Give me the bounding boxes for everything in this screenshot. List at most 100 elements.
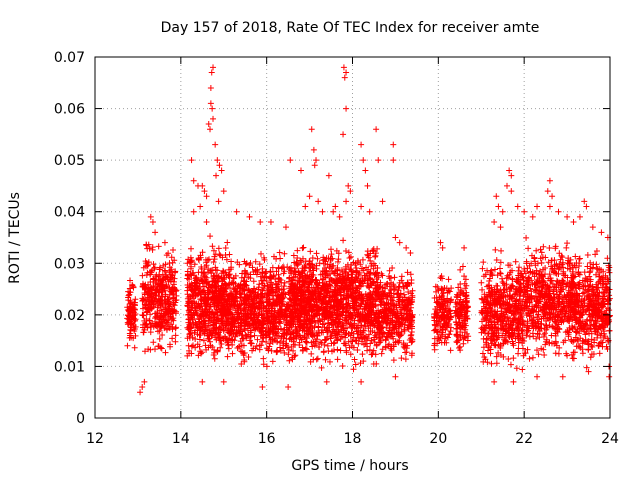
- data-point: [379, 351, 385, 357]
- data-point: [150, 339, 156, 345]
- data-point: [527, 356, 533, 362]
- data-point: [359, 351, 365, 357]
- data-point: [285, 351, 291, 357]
- data-point: [457, 344, 463, 350]
- data-point: [433, 284, 439, 290]
- data-point: [492, 247, 498, 253]
- data-point: [364, 348, 370, 354]
- data-point: [310, 255, 316, 261]
- data-point: [166, 260, 172, 266]
- data-point: [162, 350, 168, 356]
- data-point: [211, 259, 217, 265]
- data-point: [314, 250, 320, 256]
- data-point: [343, 248, 349, 254]
- data-point: [478, 280, 484, 286]
- data-point: [229, 351, 235, 357]
- data-point: [207, 233, 213, 239]
- data-point: [447, 328, 453, 334]
- data-point: [294, 248, 300, 254]
- data-point: [516, 264, 522, 270]
- data-point: [206, 256, 212, 262]
- data-point: [281, 251, 287, 257]
- data-point: [530, 355, 536, 361]
- data-point: [186, 343, 192, 349]
- data-point: [251, 278, 257, 284]
- data-point: [553, 350, 559, 356]
- data-point: [539, 249, 545, 255]
- data-point: [380, 346, 386, 352]
- data-point: [367, 341, 373, 347]
- data-point: [514, 365, 520, 371]
- data-point: [533, 248, 539, 254]
- data-point: [307, 248, 313, 254]
- data-point: [321, 349, 327, 355]
- data-point: [277, 249, 283, 255]
- data-point: [448, 347, 454, 353]
- data-point: [319, 365, 325, 371]
- data-point: [513, 259, 519, 265]
- data-point: [209, 243, 215, 249]
- data-point: [248, 340, 254, 346]
- data-point: [188, 246, 194, 252]
- data-point: [335, 356, 341, 362]
- data-point: [372, 254, 378, 260]
- data-point: [300, 245, 306, 251]
- data-point: [224, 240, 230, 246]
- data-point: [457, 267, 463, 273]
- data-point: [399, 273, 405, 279]
- data-point: [270, 358, 276, 364]
- data-point: [498, 248, 504, 254]
- data-point: [519, 367, 525, 373]
- data-point: [260, 356, 266, 362]
- data-point: [170, 247, 176, 253]
- data-point: [172, 339, 178, 345]
- data-point: [152, 346, 158, 352]
- data-point: [308, 351, 314, 357]
- data-point: [498, 271, 504, 277]
- data-point: [282, 280, 288, 286]
- data-point: [542, 330, 548, 336]
- data-point: [460, 263, 466, 269]
- data-point: [140, 312, 146, 318]
- data-point: [314, 357, 320, 363]
- data-point: [494, 360, 500, 366]
- data-point: [139, 273, 145, 279]
- data-point: [494, 354, 500, 360]
- data-point: [480, 259, 486, 265]
- data-point: [226, 251, 232, 257]
- data-point: [391, 357, 397, 363]
- data-point: [315, 356, 321, 362]
- data-point: [510, 355, 516, 361]
- data-point: [323, 336, 329, 342]
- chart-title: Day 157 of 2018, Rate Of TEC Index for r…: [161, 20, 540, 36]
- data-point: [212, 356, 218, 362]
- data-point: [378, 302, 384, 308]
- data-point: [534, 347, 540, 353]
- data-point: [392, 274, 398, 280]
- data-point: [277, 255, 283, 261]
- data-point: [274, 348, 280, 354]
- data-point: [405, 289, 411, 295]
- data-point: [525, 245, 531, 251]
- data-point: [338, 347, 344, 353]
- data-point: [299, 245, 305, 251]
- data-point: [162, 240, 168, 246]
- data-point: [286, 358, 292, 364]
- data-point: [169, 335, 175, 341]
- data-point: [132, 345, 138, 351]
- data-point: [488, 268, 494, 274]
- data-point: [328, 251, 334, 257]
- data-point: [340, 237, 346, 243]
- data-point: [403, 356, 409, 362]
- data-point: [259, 292, 265, 298]
- data-point: [515, 346, 521, 352]
- data-point: [546, 245, 552, 251]
- data-point: [334, 346, 340, 352]
- data-point: [446, 276, 452, 282]
- data-point: [340, 363, 346, 369]
- data-point: [523, 235, 529, 241]
- data-point: [342, 335, 348, 341]
- data-point: [364, 252, 370, 258]
